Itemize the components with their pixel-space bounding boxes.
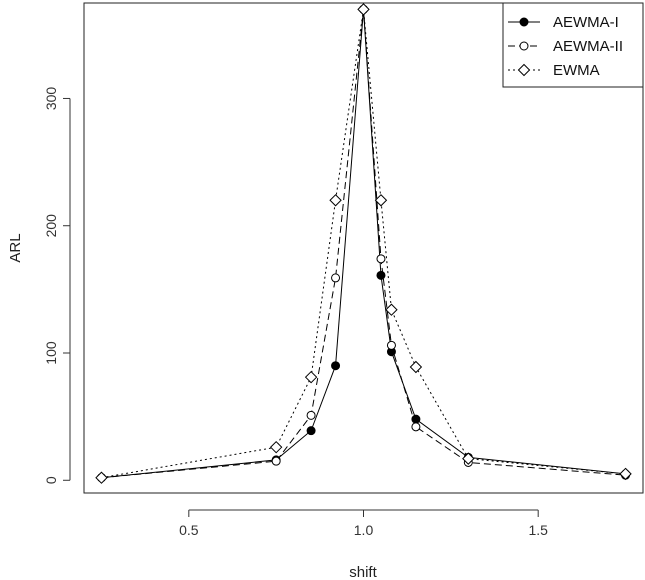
data-point-ewma [357,3,370,16]
legend-label-ewma: EWMA [553,62,600,79]
data-point-aewma-i [331,361,341,371]
data-point-aewma-i [306,426,316,436]
data-point-ewma [409,360,423,374]
data-point-aewma-ii [376,254,386,264]
data-point-aewma-ii [271,456,281,466]
series-line-ewma [101,9,626,479]
data-point-ewma [95,471,108,484]
x-tick-label: 1.0 [354,522,374,538]
data-point-ewma [619,467,632,481]
x-axis-label: shift [349,564,377,580]
y-tick-label: 200 [43,214,59,238]
series-line-aewma-i [101,9,626,479]
data-point-ewma [462,452,475,465]
data-point-ewma [269,440,283,454]
legend-marker-ewma [517,63,531,77]
series-line-aewma-ii [101,9,626,479]
legend-label-aewma-ii: AEWMA-II [553,38,623,55]
series-layer [95,3,632,484]
y-tick-label: 300 [43,87,59,111]
data-point-ewma [304,370,318,384]
x-tick-label: 1.5 [528,522,548,538]
y-tick-label: 0 [43,476,59,484]
legend: AEWMA-I AEWMA-II EWMA [502,2,644,88]
legend-marker-aewma-i [519,17,529,27]
axes: 0.5 1.0 1.5 0 100 200 300 [43,87,548,538]
data-point-ewma [385,303,398,316]
series-ewma [95,3,632,484]
data-point-aewma-ii [306,410,316,420]
data-point-ewma [374,194,388,207]
data-point-aewma-ii [411,422,421,432]
data-point-ewma [329,194,342,207]
y-tick-label: 100 [43,341,59,365]
legend-label-aewma-i: AEWMA-I [553,14,619,31]
data-point-aewma-i [376,270,386,280]
legend-marker-aewma-ii [519,41,529,51]
y-axis-label: ARL [7,233,24,262]
plot-frame [83,2,644,494]
x-tick-label: 0.5 [179,522,199,538]
data-point-aewma-ii [331,273,341,283]
data-point-aewma-ii [386,340,396,350]
